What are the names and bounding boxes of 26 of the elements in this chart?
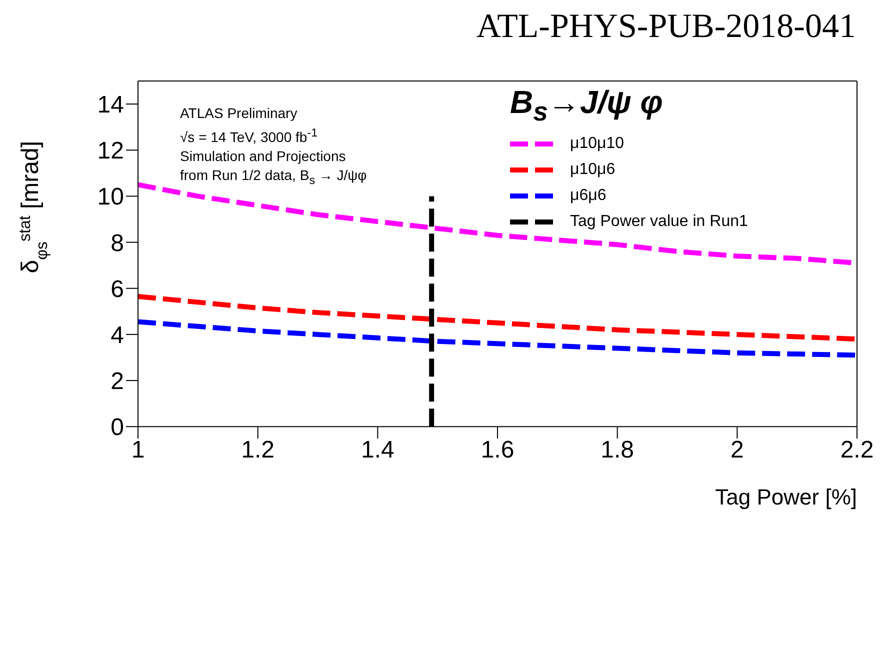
chart-title: ATL-PHYS-PUB-2018-041: [475, 8, 857, 47]
y-tick-label: 12: [97, 138, 124, 165]
y-tick-label: 4: [110, 322, 124, 349]
legend-label: μ10μ10: [570, 135, 624, 154]
x-tick-label: 1.6: [480, 436, 514, 464]
text: from Run 1/2 data, B$_{s}$ → J/ψφ: [180, 166, 367, 186]
x-tick-label: 2.2: [840, 436, 874, 464]
text: ATLAS Preliminary: [180, 105, 298, 121]
text: Simulation and Projections: [180, 148, 346, 164]
x-tick-label: 1.8: [600, 436, 634, 464]
legend-label: μ6μ6: [570, 187, 606, 206]
y-tick-label: 14: [97, 92, 124, 119]
x-tick-label: 1.4: [360, 436, 394, 464]
x-axis-title: Tag Power [%]: [715, 484, 857, 510]
y-tick-label: 10: [97, 184, 124, 211]
legend-label: Tag Power value in Run1: [570, 213, 748, 232]
x-tick-label: 2: [730, 436, 744, 464]
legend-title: B$_{s}$→J/ψ φ: [510, 84, 663, 126]
text: √s = 14 TeV, 3000 fb$^{-1}$: [180, 126, 318, 145]
y-tick-label: 8: [110, 230, 124, 257]
y-tick-label: 2: [110, 368, 124, 396]
legend-label: μ10μ6: [570, 161, 616, 180]
x-tick-label: 1: [131, 436, 145, 464]
y-tick-label: 6: [110, 276, 124, 303]
y-tick-label: 0: [110, 414, 124, 442]
x-tick-label: 1.2: [241, 436, 275, 464]
